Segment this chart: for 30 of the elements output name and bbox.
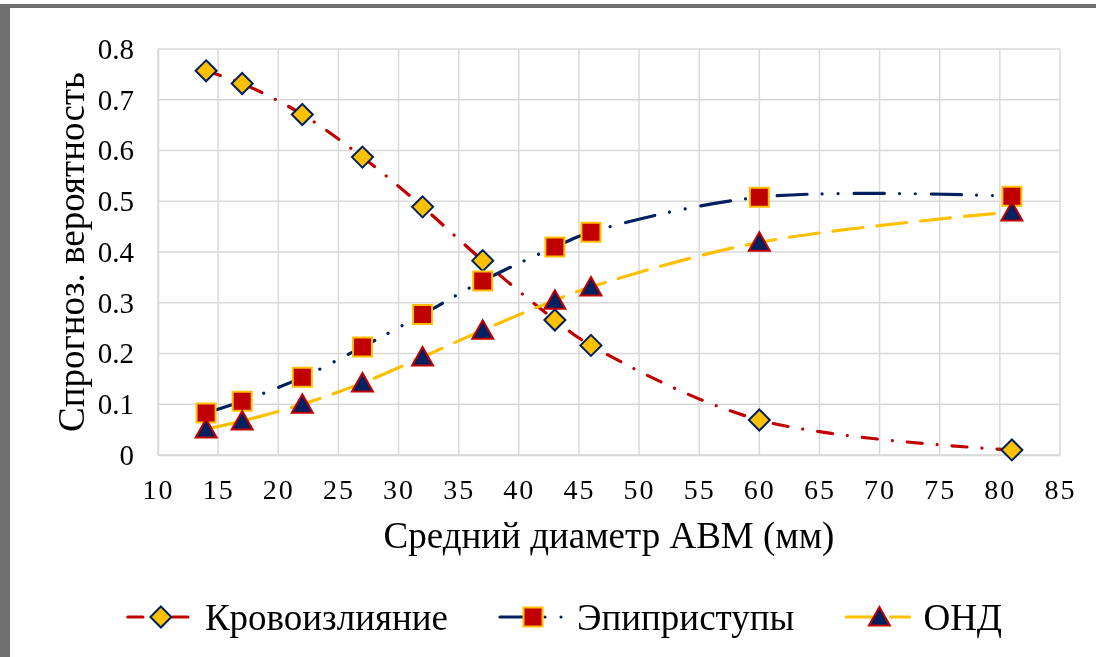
x-tick-label: 85 (1044, 473, 1077, 505)
x-tick-label: 70 (864, 473, 897, 505)
y-tick-label: 0.6 (97, 134, 134, 167)
x-tick-label: 60 (743, 473, 776, 505)
y-tick-label: 0.8 (97, 32, 134, 65)
x-tick-label: 45 (563, 473, 596, 505)
x-tick-label: 40 (503, 473, 536, 505)
x-tick-label: 25 (322, 473, 355, 505)
x-tick-label: 20 (262, 473, 295, 505)
y-tick-label: 0.1 (97, 388, 134, 421)
legend-label: Эпиприступы (577, 596, 795, 638)
x-tick-label: 80 (984, 473, 1017, 505)
x-tick-label: 10 (142, 473, 175, 505)
x-tick-label: 65 (803, 473, 836, 505)
legend-label: Кровоизлияние (204, 596, 449, 638)
y-tick-label: 0.5 (97, 185, 134, 218)
x-tick-label: 35 (443, 473, 476, 505)
y-tick-label: 0 (119, 438, 134, 471)
y-tick-label: 0.3 (97, 286, 134, 319)
x-tick-label: 50 (623, 473, 656, 505)
x-tick-label: 75 (924, 473, 957, 505)
x-axis-title: Средний диаметр АВМ (мм) (383, 515, 835, 557)
x-tick-label: 55 (683, 473, 716, 505)
x-tick-label: 15 (202, 473, 235, 505)
x-tick-label: 30 (383, 473, 416, 505)
y-tick-label: 0.4 (97, 235, 135, 268)
y-axis-title: Спрогноз. вероятность (51, 72, 92, 432)
y-tick-label: 0.2 (97, 337, 134, 370)
legend-label: ОНД (923, 596, 1003, 638)
y-tick-label: 0.7 (97, 83, 134, 116)
